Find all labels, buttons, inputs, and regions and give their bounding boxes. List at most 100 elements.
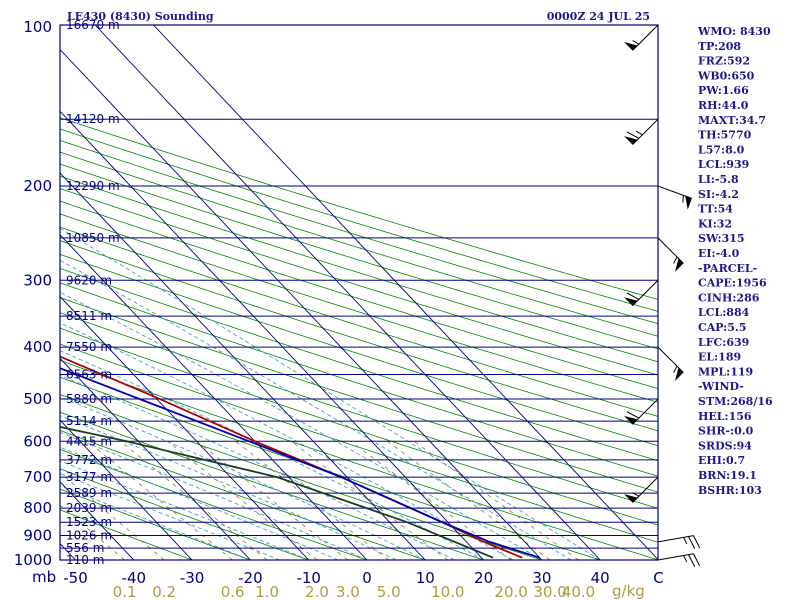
height-label: 1523 m bbox=[66, 515, 112, 529]
wind-barb bbox=[624, 476, 659, 503]
isotherm bbox=[60, 48, 543, 560]
pressure-tick-label: 1000 bbox=[14, 551, 52, 569]
wind-barb bbox=[624, 398, 659, 425]
index-value: LI:-5.8 bbox=[698, 173, 739, 186]
index-value: TT:54 bbox=[698, 203, 733, 216]
temperature-tick-label: 10 bbox=[416, 569, 435, 587]
index-value: CAPE:1956 bbox=[698, 277, 767, 290]
sounding-trace-2 bbox=[60, 426, 494, 559]
temperature-tick-label: -40 bbox=[122, 569, 147, 587]
height-label: 3772 m bbox=[66, 453, 112, 467]
mixing-ratio-label: 20.0 bbox=[494, 583, 527, 600]
moist-adiabat bbox=[60, 485, 251, 560]
dry-adiabat bbox=[60, 151, 658, 337]
sounding-trace-3 bbox=[60, 367, 540, 559]
wind-barb bbox=[624, 279, 659, 307]
moist-adiabat bbox=[60, 446, 339, 560]
index-value: BSHR:103 bbox=[698, 484, 762, 497]
pressure-tick-label: 100 bbox=[23, 18, 52, 36]
temperature-tick-label: 20 bbox=[474, 569, 493, 587]
pressure-tick-label: 400 bbox=[23, 338, 52, 356]
isotherm bbox=[60, 357, 251, 560]
index-value: TH:5770 bbox=[698, 129, 752, 142]
index-value: MAXT:34.7 bbox=[698, 114, 766, 127]
index-value: LCL:884 bbox=[698, 306, 750, 319]
mixing-ratio-line bbox=[290, 440, 449, 560]
height-label: 9620 m bbox=[66, 273, 112, 287]
index-value: EL:189 bbox=[698, 351, 741, 364]
temperature-tick-label: -20 bbox=[238, 569, 263, 587]
isotherm bbox=[60, 172, 426, 560]
index-value: TP:208 bbox=[698, 40, 741, 53]
mixing-ratio-label: 5.0 bbox=[377, 583, 401, 600]
mixing-ratio-label: 0.6 bbox=[221, 583, 245, 600]
index-value: LFC:639 bbox=[698, 336, 749, 349]
dry-adiabat bbox=[60, 297, 658, 493]
index-value: SW:315 bbox=[698, 232, 745, 245]
height-label: 2589 m bbox=[66, 486, 112, 500]
height-label: 5114 m bbox=[66, 414, 112, 428]
mixing-ratio-label: 30.0 bbox=[533, 583, 566, 600]
temperature-tick-label: 0 bbox=[362, 569, 372, 587]
valid-time: 0000Z 24 JUL 25 bbox=[547, 10, 650, 23]
isotherm bbox=[94, 25, 601, 560]
height-label: 6563 m bbox=[66, 367, 112, 381]
dry-adiabat bbox=[60, 200, 658, 390]
moist-adiabat bbox=[60, 350, 484, 560]
height-label: 5880 m bbox=[66, 392, 112, 406]
height-label: 10850 m bbox=[66, 231, 120, 245]
dry-adiabat bbox=[60, 240, 658, 432]
dry-adiabat bbox=[60, 188, 658, 376]
mixing-ratio-label: 3.0 bbox=[336, 583, 360, 600]
temperature-tick-label: 30 bbox=[532, 569, 551, 587]
isotherm bbox=[0, 25, 17, 560]
dry-adiabat bbox=[60, 448, 368, 560]
temperature-tick-label: -30 bbox=[180, 569, 205, 587]
wind-barb bbox=[657, 553, 701, 567]
mixing-ratio-unit-label: g/kg bbox=[612, 582, 645, 600]
index-value: SHR-:0.0 bbox=[698, 425, 754, 438]
pressure-unit-label: mb bbox=[32, 568, 56, 586]
chart-title: LE430 (8430) Sounding bbox=[67, 10, 214, 23]
dry-adiabat bbox=[60, 128, 658, 312]
mixing-ratio-line bbox=[387, 440, 551, 560]
dry-adiabat bbox=[60, 267, 658, 462]
grid-layer bbox=[0, 25, 658, 560]
height-label: 12290 m bbox=[66, 179, 120, 193]
height-label: 1026 m bbox=[66, 529, 112, 543]
isotherm bbox=[153, 25, 658, 560]
height-label: 8511 m bbox=[66, 309, 112, 323]
pressure-tick-label: 700 bbox=[23, 468, 52, 486]
mixing-ratio-label: 0.2 bbox=[152, 583, 176, 600]
pressure-tick-label: 800 bbox=[23, 499, 52, 517]
index-value: WB0:650 bbox=[697, 69, 755, 82]
temperature-tick-label: -50 bbox=[63, 569, 88, 587]
dry-adiabat bbox=[60, 163, 658, 350]
pressure-tick-label: 600 bbox=[23, 432, 52, 450]
index-value: WMO: 8430 bbox=[697, 25, 771, 38]
mixing-ratio-label: 2.0 bbox=[305, 583, 329, 600]
index-value: -PARCEL- bbox=[698, 262, 757, 275]
pressure-tick-label: 900 bbox=[23, 527, 52, 545]
isotherm bbox=[60, 419, 193, 560]
index-value: LCL:939 bbox=[698, 158, 749, 171]
pressure-tick-label: 200 bbox=[23, 177, 52, 195]
height-label: 3177 m bbox=[66, 470, 112, 484]
index-value: -WIND- bbox=[698, 380, 744, 393]
mixing-ratio-label: 0.1 bbox=[113, 583, 137, 600]
index-value: L57:8.0 bbox=[698, 143, 745, 156]
isotherm bbox=[60, 110, 484, 560]
dry-adiabat bbox=[60, 312, 658, 509]
height-label: 2039 m bbox=[66, 501, 112, 515]
temperature-tick-label: C bbox=[653, 569, 663, 587]
index-value: PW:1.66 bbox=[698, 84, 749, 97]
index-value: MPL:119 bbox=[698, 365, 753, 378]
index-value: FRZ:592 bbox=[698, 55, 750, 68]
dry-adiabat bbox=[60, 175, 658, 363]
height-label: 556 m bbox=[66, 541, 104, 555]
mixing-ratio-line bbox=[196, 440, 349, 560]
wind-barb bbox=[657, 237, 684, 272]
index-value: CAP:5.5 bbox=[698, 321, 746, 334]
